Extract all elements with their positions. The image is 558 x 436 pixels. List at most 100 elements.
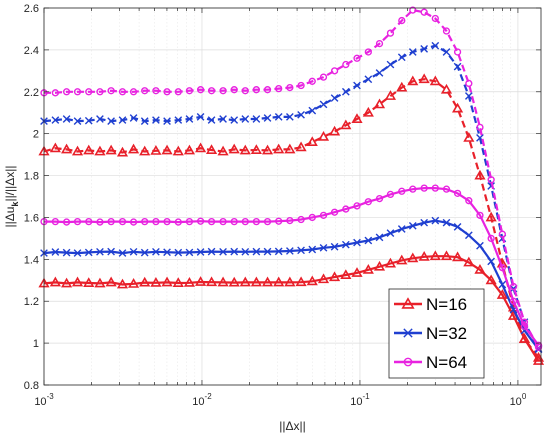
- triangle-marker: [317, 273, 330, 284]
- x-marker: [353, 81, 361, 90]
- x-marker: [174, 248, 183, 257]
- triangle-marker: [105, 276, 117, 287]
- x-tick-label: 10-2: [192, 392, 212, 408]
- circle-marker: [141, 87, 149, 95]
- x-marker: [386, 229, 395, 238]
- x-marker-stroke: [196, 113, 205, 121]
- x-marker: [285, 247, 294, 255]
- triangle-marker: [329, 125, 341, 136]
- circle-marker: [342, 205, 350, 213]
- circle-marker: [118, 88, 127, 96]
- x-marker: [408, 48, 417, 56]
- x-marker-stroke: [73, 117, 82, 125]
- x-marker: [375, 233, 384, 242]
- y-tick-label: 2.6: [24, 3, 39, 15]
- circle-marker: [364, 48, 372, 56]
- x-marker: [364, 236, 373, 245]
- x-marker-stroke: [241, 247, 250, 256]
- x-marker: [442, 48, 451, 56]
- x-marker-stroke: [453, 223, 462, 231]
- circle-marker: [308, 213, 316, 222]
- x-marker: [308, 245, 317, 254]
- x-marker-stroke: [297, 110, 305, 119]
- circle-marker: [241, 87, 249, 95]
- x-marker-stroke: [403, 328, 413, 338]
- triangle-marker: [61, 277, 73, 288]
- triangle-marker: [429, 250, 441, 261]
- triangle-marker: [205, 144, 218, 154]
- circle-marker: [230, 217, 238, 226]
- x-marker-stroke: [464, 92, 473, 100]
- circle-marker: [431, 184, 439, 192]
- x-marker: [96, 115, 104, 123]
- y-tick-label: 1.6: [24, 212, 39, 224]
- circle-marker: [442, 185, 451, 193]
- x-marker: [51, 248, 60, 256]
- x-marker-stroke: [285, 247, 294, 255]
- x-tick-label-exponent: -3: [47, 392, 55, 401]
- y-tick-label: 1.2: [24, 296, 39, 308]
- y-axis-label: ||Δuk||/||Δx||: [3, 165, 20, 227]
- circle-marker: [85, 217, 93, 226]
- x-marker-stroke: [62, 115, 71, 123]
- circle-marker: [196, 86, 205, 94]
- y-axis-label-rest: ||/||Δx||: [3, 165, 17, 201]
- x-tick-label-base: 10: [192, 396, 204, 408]
- x-marker: [420, 44, 429, 53]
- triangle-marker: [139, 276, 151, 287]
- series-n-64-solid: [40, 184, 543, 349]
- x-marker-stroke: [152, 247, 160, 256]
- triangle-marker: [183, 276, 196, 287]
- triangle-marker: [150, 145, 162, 155]
- triangle-marker: [261, 276, 274, 287]
- circle-marker: [453, 189, 462, 197]
- circle-marker: [185, 217, 194, 226]
- circle-marker: [252, 86, 261, 94]
- circle-marker: [420, 8, 428, 16]
- x-marker: [442, 218, 451, 227]
- circle-marker: [73, 88, 82, 96]
- circle-marker: [51, 217, 59, 226]
- circle-marker: [62, 88, 71, 96]
- circle-marker: [403, 357, 413, 367]
- x-marker: [241, 247, 250, 256]
- x-marker-stroke: [252, 115, 261, 123]
- circle-marker: [219, 87, 227, 95]
- x-marker-stroke: [285, 113, 294, 121]
- x-marker-stroke: [263, 114, 272, 122]
- triangle-marker: [440, 250, 453, 261]
- x-marker-stroke: [487, 182, 496, 190]
- triangle-marker: [127, 143, 140, 154]
- circle-marker: [534, 343, 543, 351]
- triangle-marker: [518, 333, 531, 343]
- y-tick-label: 2.4: [24, 45, 39, 57]
- x-marker-stroke: [84, 116, 93, 125]
- x-marker-stroke: [397, 53, 406, 62]
- triangle-marker: [116, 278, 129, 289]
- circle-marker: [509, 297, 518, 305]
- circle-marker: [275, 84, 283, 93]
- triangle-marker: [273, 143, 285, 154]
- series-n-16-dashed: [38, 73, 545, 362]
- x-marker-stroke: [330, 94, 339, 102]
- x-marker-stroke: [174, 248, 183, 257]
- x-marker: [252, 115, 261, 123]
- triangle-marker: [172, 277, 184, 287]
- x-marker: [297, 110, 305, 119]
- x-marker-stroke: [364, 75, 373, 84]
- circle-marker: [465, 79, 473, 88]
- x-marker: [84, 116, 93, 125]
- x-marker-stroke: [196, 248, 205, 256]
- triangle-marker: [105, 144, 117, 155]
- x-marker: [297, 246, 305, 255]
- circle-marker: [386, 29, 395, 37]
- x-marker-stroke: [319, 243, 328, 252]
- x-tick-label-base: 10: [510, 396, 522, 408]
- x-marker-stroke: [498, 280, 507, 289]
- triangle-marker: [295, 141, 307, 152]
- triangle-marker: [485, 211, 497, 222]
- legend-label: N=32: [426, 324, 467, 343]
- circle-marker: [364, 198, 372, 206]
- x-marker: [476, 241, 484, 250]
- x-marker-stroke: [174, 116, 183, 124]
